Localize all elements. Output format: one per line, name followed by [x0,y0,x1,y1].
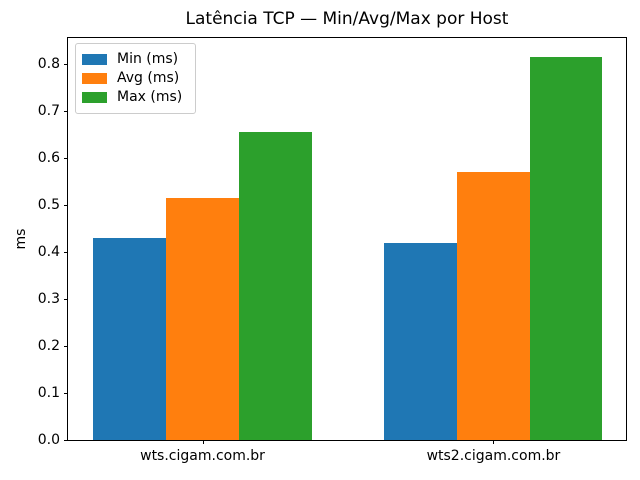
y-tick-mark [64,299,68,301]
y-tick-label: 0.3 [37,291,60,308]
legend-item-max-ms: Max (ms) [82,90,182,105]
legend-item-avg-ms: Avg (ms) [82,71,182,86]
y-tick-mark [64,64,68,66]
legend-item-min-ms: Min (ms) [82,52,182,67]
y-tick-mark [64,111,68,113]
y-axis-label: ms [13,228,29,250]
y-tick-mark [64,252,68,254]
x-tick-mark [493,440,495,444]
legend-label: Max (ms) [117,89,183,105]
y-tick-label: 0.6 [37,150,60,167]
bar-max-ms-wts-cigam-com-br [238,132,312,440]
plot-area: 0.0 0.1 0.2 0.3 0.4 0.5 0.6 0.7 0.8 wts.cigam.co… [38,37,627,464]
bar-avg-ms-wts2-cigam-com-br [457,172,530,440]
y-tick-label: 0.2 [37,338,60,355]
y-tick-label: 0.0 [37,432,60,448]
y-tick-mark [64,346,68,348]
legend-label: Avg (ms) [117,70,180,86]
legend-swatch-icon [82,54,107,65]
bar-min-ms-wts2-cigam-com-br [384,242,458,440]
y-tick-mark [64,393,68,395]
y-tick-label: 0.4 [37,244,60,261]
legend-label: Min (ms) [117,51,179,67]
legend-swatch-icon [82,92,107,103]
legend-swatch-icon [82,73,107,84]
y-tick-label: 0.5 [37,197,60,214]
x-tick-mark [202,440,204,444]
chart-title: Latência TCP — Min/Avg/Max por Host [185,9,509,29]
y-tick-mark [64,158,68,160]
y-tick-mark [64,440,68,441]
legend: Min (ms) Avg (ms) Max (ms) [75,43,197,114]
y-tick-label: 0.1 [37,385,60,402]
bar-min-ms-wts-cigam-com-br [93,238,167,440]
bar-avg-ms-wts-cigam-com-br [166,198,239,440]
x-tick-label-wts2-cigam-com-br: wts2.cigam.com.br [426,448,561,464]
x-tick-label-wts-cigam-com-br: wts.cigam.com.br [140,448,265,464]
y-tick-label: 0.7 [37,103,60,120]
y-tick-label: 0.8 [37,56,60,73]
y-tick-mark [64,205,68,207]
bar-max-ms-wts2-cigam-com-br [529,57,603,440]
